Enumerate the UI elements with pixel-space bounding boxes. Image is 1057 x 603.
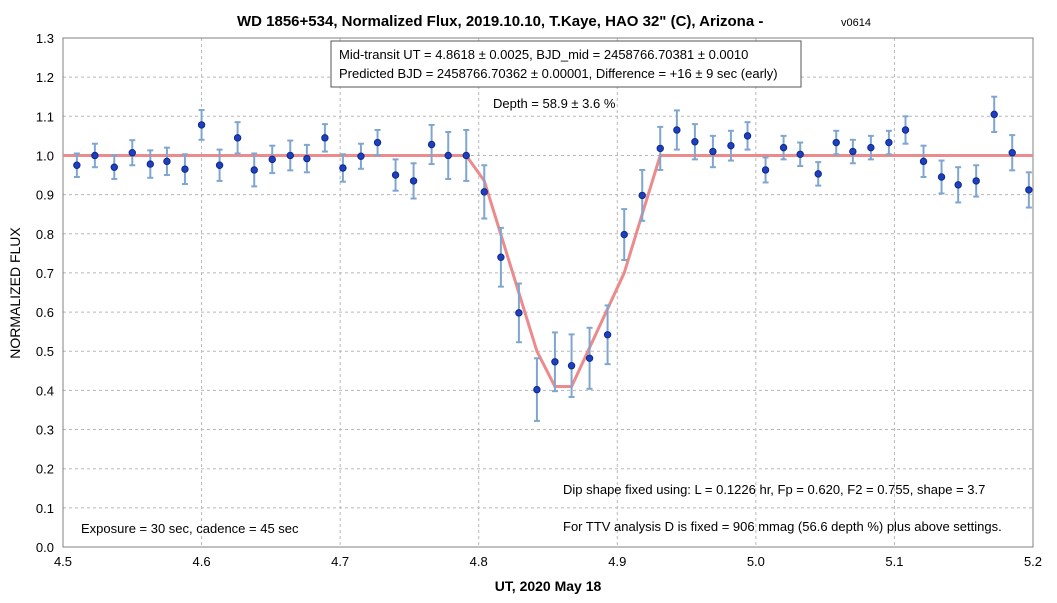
chart-title: WD 1856+534, Normalized Flux, 2019.10.10…	[237, 13, 763, 30]
model-curve	[63, 154, 1033, 388]
data-point	[656, 144, 664, 153]
data-point	[233, 134, 242, 142]
x-tick-label: 5.0	[747, 554, 765, 569]
data-point	[901, 126, 910, 134]
x-axis-ticks: 4.5 4.6 4.7 4.8 4.9 5.0 5.1 5.2	[54, 554, 1042, 569]
data-point	[673, 126, 681, 134]
data-point	[779, 143, 788, 152]
dip-shape-text: Dip shape fixed using: L = 0.1226 hr, Fp…	[563, 482, 985, 497]
x-tick-label: 4.5	[54, 554, 72, 569]
y-tick-label: 1.3	[36, 31, 54, 46]
chart-title-version: v0614	[841, 17, 871, 29]
data-point	[709, 147, 717, 156]
data-point	[551, 358, 559, 366]
y-tick-label: 1.0	[36, 148, 54, 163]
data-point	[727, 141, 735, 150]
y-tick-label: 0.4	[36, 383, 54, 398]
data-point	[1008, 149, 1016, 157]
mid-transit-box	[330, 40, 802, 88]
grid-lines	[63, 38, 1033, 547]
data-point	[937, 173, 946, 181]
data-point	[972, 177, 980, 185]
mid-transit-text: Mid-transit UT = 4.8618 ± 0.0025, BJD_mi…	[339, 47, 748, 62]
y-tick-label: 0.1	[36, 501, 54, 516]
data-point	[91, 151, 99, 160]
data-point	[849, 147, 857, 156]
y-tick-label: 0.8	[36, 227, 54, 242]
y-tick-label: 1.1	[36, 109, 54, 124]
data-point	[215, 161, 224, 169]
y-tick-label: 1.2	[36, 70, 54, 85]
data-point	[197, 121, 206, 129]
y-tick-label: 0.6	[36, 305, 54, 320]
data-point	[691, 138, 699, 146]
x-tick-label: 4.9	[608, 554, 626, 569]
data-point	[954, 181, 962, 189]
plot-area-frame	[62, 37, 1034, 548]
data-point	[409, 177, 418, 185]
data-point	[515, 309, 523, 317]
data-point	[796, 150, 804, 158]
data-point	[620, 230, 628, 239]
data-point	[638, 191, 646, 200]
data-point	[885, 138, 893, 147]
y-tick-label: 0.0	[36, 540, 54, 555]
ttv-text: For TTV analysis D is fixed = 906 mmag (…	[563, 519, 1002, 534]
exposure-text: Exposure = 30 sec, cadence = 45 sec	[81, 521, 299, 536]
y-tick-label: 0.9	[36, 188, 54, 203]
data-point	[321, 134, 329, 142]
data-point	[462, 151, 470, 160]
data-point	[743, 132, 752, 140]
data-point	[357, 152, 365, 160]
data-point	[146, 160, 155, 168]
data-point	[919, 157, 928, 166]
x-tick-label: 4.6	[193, 554, 211, 569]
model-curve-layer	[63, 154, 1033, 388]
data-point	[128, 149, 136, 157]
data-point	[268, 155, 276, 164]
data-point	[250, 166, 258, 174]
data-point	[603, 331, 612, 339]
data-point	[339, 164, 347, 172]
data-point	[585, 354, 594, 362]
x-axis-label: UT, 2020 May 18	[495, 578, 602, 594]
data-point	[163, 157, 171, 166]
data-point	[867, 143, 875, 152]
data-point	[373, 138, 382, 147]
y-tick-label: 0.3	[36, 423, 54, 438]
y-tick-label: 0.7	[36, 266, 54, 281]
data-point	[73, 161, 81, 169]
data-point	[286, 151, 294, 160]
data-point	[567, 362, 576, 370]
data-point	[303, 154, 311, 163]
data-point	[832, 138, 840, 147]
y-tick-label: 0.2	[36, 462, 54, 477]
x-tick-label: 4.8	[470, 554, 488, 569]
data-point	[814, 170, 822, 178]
data-point	[444, 151, 452, 160]
data-point	[533, 385, 541, 394]
y-tick-label: 0.5	[36, 344, 54, 359]
data-point	[990, 110, 998, 119]
data-point	[427, 140, 436, 149]
y-axis-ticks: 0.0 0.1 0.2 0.3 0.4 0.5 0.6 0.7 0.8 0.9 1.0 1.1 1.2 1…	[36, 31, 54, 555]
predicted-bjd-text: Predicted BJD = 2458766.70362 ± 0.00001,…	[339, 66, 778, 81]
y-axis-label: NORMALIZED FLUX	[7, 227, 23, 359]
data-points-layer	[73, 95, 1033, 422]
depth-text: Depth = 58.9 ± 3.6 %	[493, 96, 616, 111]
data-point	[761, 166, 770, 174]
data-point	[181, 165, 189, 173]
data-point	[110, 163, 118, 171]
x-tick-label: 5.1	[885, 554, 903, 569]
x-tick-label: 4.7	[331, 554, 349, 569]
x-tick-label: 5.2	[1024, 554, 1042, 569]
data-point	[391, 171, 400, 179]
data-point	[480, 188, 488, 196]
data-point	[497, 253, 505, 261]
data-point	[1025, 186, 1033, 194]
